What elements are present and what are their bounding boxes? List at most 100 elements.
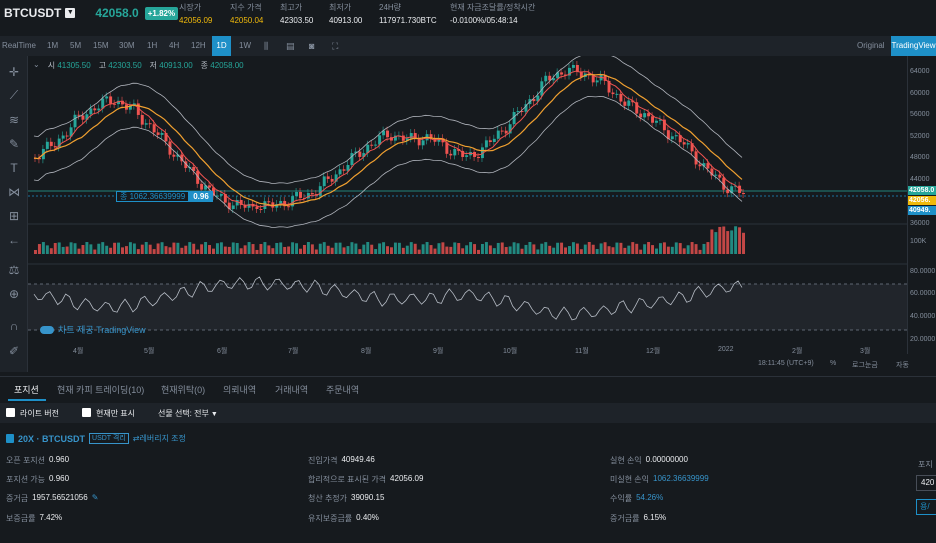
fib-icon[interactable]: ≋: [8, 113, 20, 127]
candle-body: [208, 185, 211, 188]
candle-body: [508, 124, 512, 134]
pattern-icon[interactable]: ⋈: [8, 185, 20, 199]
field-label: 유지보증금률: [308, 514, 353, 523]
measure-icon[interactable]: ⚖: [8, 263, 20, 277]
adjust-leverage-link[interactable]: ⇄레버리지 조정: [133, 433, 186, 444]
legend-high: 고 42303.50: [99, 60, 142, 71]
candle-body: [492, 138, 496, 143]
interval-4h[interactable]: 4H: [169, 41, 180, 50]
price-chart[interactable]: ⌄ 시 41305.50 고 42303.50 저 40913.00 종 420…: [28, 56, 936, 372]
magnet-icon[interactable]: ∩: [9, 319, 19, 333]
trendline-icon[interactable]: ⟋: [9, 88, 19, 102]
lock-icon[interactable]: ✐: [8, 344, 20, 358]
volume-bar: [520, 248, 524, 254]
interval-1d[interactable]: 1D: [212, 36, 231, 56]
brush-icon[interactable]: ✎: [8, 137, 20, 151]
current-only-checkbox[interactable]: [82, 408, 91, 417]
lite-version-checkbox[interactable]: [6, 408, 15, 417]
candle-body: [504, 130, 508, 134]
candle-body: [655, 120, 658, 123]
bollinger-upper-line: [33, 56, 743, 184]
candle-body: [152, 124, 156, 133]
chart-canvas[interactable]: [28, 56, 907, 346]
candle-body: [465, 155, 469, 157]
stat-volume: 24H량 117971.730BTC: [379, 2, 437, 25]
log-scale-toggle[interactable]: 로그눈금: [852, 362, 878, 369]
tab-trade-history[interactable]: 거래내역: [275, 385, 309, 395]
stat-high: 최고가 42303.50: [280, 2, 313, 25]
candle-style-icon[interactable]: ⫼: [264, 41, 269, 51]
chevron-down-icon[interactable]: ▼: [65, 8, 76, 18]
volume-bar: [101, 242, 105, 254]
position-line-label[interactable]: 종 1062.36639999 0.96: [116, 191, 213, 202]
candle-body: [85, 114, 89, 120]
volume-bar: [41, 242, 45, 254]
percent-scale-toggle[interactable]: %: [830, 360, 837, 367]
interval-1w[interactable]: 1W: [239, 41, 251, 50]
candle-body: [132, 103, 136, 106]
volume-bar: [109, 247, 113, 254]
tradingview-watermark[interactable]: 차트 제공 TradingView: [40, 323, 146, 336]
candle-body: [204, 185, 208, 190]
interval-30m[interactable]: 30M: [119, 41, 135, 50]
close-form-label: 포지: [918, 460, 933, 469]
price-axis[interactable]: 64000 60000 56000 52000 48000 44000 4205…: [907, 56, 936, 354]
volume-bar: [251, 244, 255, 254]
tradingview-view-button[interactable]: TradingView: [891, 36, 936, 56]
legend-low-value: 40913.00: [159, 61, 193, 70]
time-axis[interactable]: 4월 5월 6월 7월 8월 9월 10월 11월 12월 2022 2월 3월: [28, 346, 907, 356]
field-label: 합리적으로 표시된 가격: [308, 475, 387, 484]
position-line-qty: 0.96: [189, 191, 213, 202]
legend-open-value: 41305.50: [57, 61, 91, 70]
close-position-button[interactable]: 용/: [916, 499, 936, 515]
tab-order-log[interactable]: 주문내역: [326, 385, 360, 395]
volume-bar: [441, 242, 445, 254]
stat-label: 지수 가격: [230, 3, 262, 12]
candle-body: [326, 176, 330, 179]
price-change-badge: +1.82%: [144, 6, 179, 20]
volume-bar: [532, 244, 536, 254]
interval-15m[interactable]: 15M: [93, 41, 109, 50]
futures-select[interactable]: 선물 선택: 전부 ▼: [158, 408, 218, 419]
interval-1h[interactable]: 1H: [147, 41, 158, 50]
adjust-leverage-label: 레버리지 조정: [139, 434, 186, 443]
candle-body: [698, 164, 702, 167]
candle-body: [532, 99, 536, 102]
candle-body: [619, 93, 623, 102]
volume-bar: [279, 242, 283, 254]
tab-order-history[interactable]: 의뢰내역: [223, 385, 257, 395]
tab-copy-trading[interactable]: 현재 카피 트레이딩(10): [57, 385, 145, 395]
field-value: 1062.36639999: [653, 474, 709, 483]
candle-body: [259, 209, 263, 210]
text-icon[interactable]: T: [10, 161, 18, 175]
fullscreen-icon[interactable]: ⛶: [332, 41, 339, 51]
symbol-selector[interactable]: BTCUSDT ▼: [4, 6, 76, 20]
interval-1m[interactable]: 1M: [47, 41, 59, 50]
camera-icon[interactable]: ◙: [309, 41, 315, 51]
auto-scale-toggle[interactable]: 자동: [896, 362, 909, 369]
position-header: 20X · BTCUSDT USDT 격리 ⇄레버리지 조정: [6, 433, 186, 444]
close-price-input[interactable]: 420: [916, 475, 936, 491]
candle-body: [275, 204, 279, 208]
symbol-name[interactable]: BTCUSDT: [4, 6, 62, 20]
interval-12h[interactable]: 12H: [191, 41, 206, 50]
volume-bar: [196, 249, 200, 254]
volume-bar: [524, 244, 528, 254]
tab-open-orders[interactable]: 현재위탁(0): [161, 385, 206, 395]
interval-5m[interactable]: 5M: [70, 41, 82, 50]
zoom-in-icon[interactable]: ⊕: [8, 287, 20, 301]
collapse-icon[interactable]: ⌄: [33, 60, 40, 69]
field-label: 수익률: [610, 494, 633, 503]
original-view-button[interactable]: Original: [857, 41, 885, 50]
realtime-button[interactable]: RealTime: [2, 41, 36, 50]
field-label: 포지션 가능: [6, 475, 46, 484]
indicator-icon[interactable]: ▤: [286, 41, 295, 51]
tab-positions[interactable]: 포지션: [14, 385, 39, 395]
volume-bar: [180, 247, 184, 254]
ruler-icon[interactable]: ⊞: [8, 209, 20, 223]
volume-bar: [386, 246, 389, 254]
volume-bar: [583, 244, 587, 254]
back-arrow-icon[interactable]: ←: [8, 233, 20, 247]
edit-margin-icon[interactable]: ✎: [91, 493, 99, 502]
crosshair-icon[interactable]: ✛: [8, 65, 20, 79]
